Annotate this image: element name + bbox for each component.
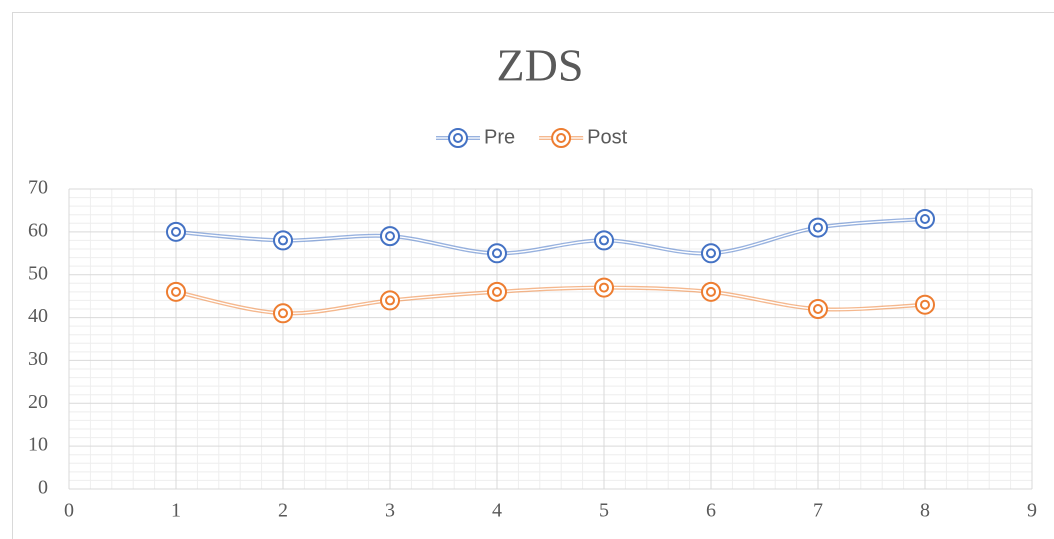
marker-inner xyxy=(278,308,288,319)
marker-inner xyxy=(556,133,567,143)
marker-inner xyxy=(492,248,502,259)
marker-inner xyxy=(920,299,930,310)
y-tick-label: 20 xyxy=(28,391,48,413)
marker xyxy=(380,290,400,311)
marker xyxy=(551,128,572,148)
y-tick-label: 10 xyxy=(28,434,48,456)
x-tick-label: 9 xyxy=(1027,500,1037,522)
marker-inner xyxy=(278,235,288,246)
x-tick-label: 1 xyxy=(171,500,181,522)
x-tick-label: 4 xyxy=(492,500,502,522)
marker-inner xyxy=(813,304,823,314)
y-tick-label: 60 xyxy=(28,219,48,241)
marker xyxy=(166,281,186,302)
marker xyxy=(701,281,721,302)
marker-inner xyxy=(385,231,395,242)
marker xyxy=(380,226,400,247)
legend-label: Post xyxy=(587,126,627,148)
marker-inner xyxy=(706,286,716,297)
marker-inner xyxy=(385,295,395,306)
marker xyxy=(915,294,935,315)
series-line-inner xyxy=(175,218,926,255)
y-tick-label: 0 xyxy=(38,477,48,499)
x-tick-label: 8 xyxy=(920,500,930,522)
marker xyxy=(448,128,468,148)
x-tick-label: 7 xyxy=(813,500,823,522)
marker xyxy=(487,243,507,264)
marker-inner xyxy=(171,226,181,237)
x-tick-label: 6 xyxy=(706,500,716,522)
marker xyxy=(594,230,614,251)
marker xyxy=(273,230,293,251)
y-tick-label: 70 xyxy=(28,177,48,199)
marker-inner xyxy=(920,214,930,224)
marker xyxy=(701,243,721,264)
marker-inner xyxy=(492,286,502,297)
y-tick-label: 50 xyxy=(28,262,48,284)
marker xyxy=(808,217,828,238)
marker-inner xyxy=(599,235,609,246)
chart-title: ZDS xyxy=(497,40,584,91)
series-line-inner xyxy=(175,286,926,315)
chart-frame xyxy=(12,12,1054,539)
x-tick-label: 0 xyxy=(64,500,74,522)
marker-inner xyxy=(171,286,181,297)
x-tick-label: 2 xyxy=(278,500,288,522)
y-tick-label: 30 xyxy=(28,348,48,370)
y-tick-label: 40 xyxy=(28,305,48,327)
marker xyxy=(594,277,614,298)
marker-inner xyxy=(453,133,463,143)
marker xyxy=(808,299,828,319)
marker xyxy=(273,303,293,324)
marker xyxy=(915,209,935,229)
x-tick-label: 5 xyxy=(599,500,609,522)
marker-inner xyxy=(813,222,823,233)
marker xyxy=(487,281,507,302)
x-tick-label: 3 xyxy=(385,500,395,522)
marker xyxy=(166,221,186,242)
marker-inner xyxy=(706,248,716,259)
legend-label: Pre xyxy=(484,126,515,148)
marker-inner xyxy=(599,282,609,293)
